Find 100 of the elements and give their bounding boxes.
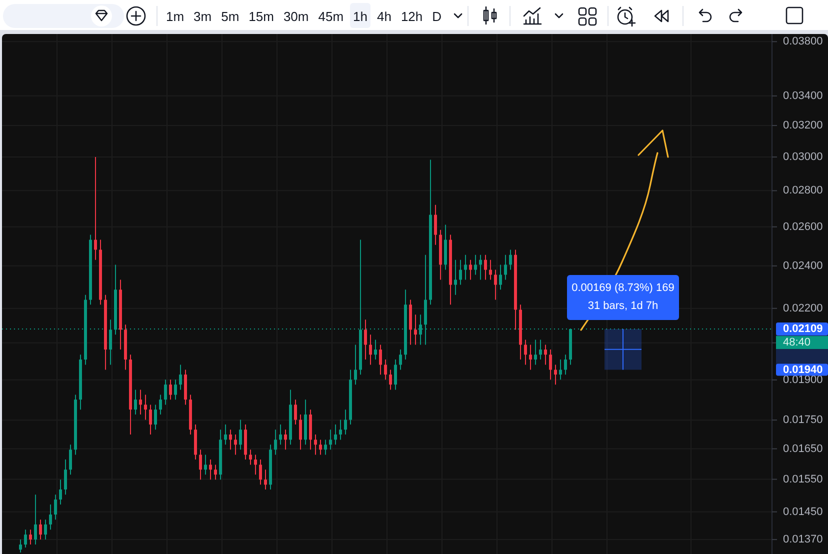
candlestick (474, 254, 477, 276)
text: D (432, 8, 442, 24)
candlestick (459, 259, 462, 286)
candlestick (19, 539, 22, 554)
candlestick (44, 519, 47, 540)
text: 12h (400, 8, 423, 24)
y-tick-label: 0.01900 (783, 374, 823, 386)
candlestick (69, 444, 72, 476)
candlestick (504, 254, 507, 280)
candlestick (354, 344, 357, 386)
candlestick (394, 359, 397, 390)
candlestick (564, 354, 567, 376)
candlestick (544, 344, 547, 366)
candlestick (379, 344, 382, 376)
candlestick (54, 494, 57, 520)
candlestick (134, 389, 137, 416)
candlestick (339, 419, 342, 440)
candlestick (294, 399, 297, 426)
y-tick-label: 0.02600 (783, 220, 823, 233)
candlestick (299, 414, 302, 450)
y-tick-label: 0.02800 (783, 184, 823, 197)
annotation: 31 bars, 1d 7h (588, 300, 658, 312)
text: 15m (248, 8, 274, 24)
y-tick-label: 0.03200 (783, 120, 823, 132)
candlestick (529, 344, 532, 370)
candlestick (494, 269, 497, 300)
candlestick (524, 339, 527, 366)
candlestick (249, 449, 252, 466)
text: 1h (353, 8, 368, 24)
text: 3m (194, 8, 212, 24)
y-tick-label: 0.01370 (783, 534, 823, 546)
candlestick (539, 339, 542, 360)
candlestick (149, 404, 152, 435)
candlestick (254, 454, 257, 476)
candlestick (214, 464, 217, 480)
candlestick (369, 334, 372, 366)
candlestick (344, 409, 347, 435)
y-tick-label: 0.01650 (783, 442, 823, 455)
candlestick (559, 359, 562, 380)
text: 30m (283, 8, 309, 24)
candlestick (279, 424, 282, 446)
candlestick (464, 254, 467, 280)
y-tick-label: 0.01450 (783, 506, 823, 518)
text: 45m (318, 8, 344, 24)
y-tick-label: 0.03400 (783, 90, 823, 102)
candlestick (34, 494, 37, 546)
candlestick (319, 439, 322, 456)
candlestick (179, 364, 182, 390)
candlestick (144, 394, 147, 420)
candlestick (139, 389, 142, 416)
candlestick (264, 469, 267, 490)
text: 48:40 (783, 336, 811, 348)
candlestick (64, 459, 67, 496)
candlestick (364, 319, 367, 360)
candlestick (384, 359, 387, 380)
candlestick (324, 439, 327, 456)
candlestick (209, 459, 212, 480)
candlestick (59, 479, 62, 505)
candlestick (239, 419, 242, 450)
candlestick (199, 449, 202, 480)
candlestick (454, 259, 457, 296)
candlestick (159, 394, 162, 416)
candlestick (484, 254, 487, 280)
band-label: 0.01940 (783, 364, 823, 376)
candlestick (39, 519, 42, 540)
y-tick-label: 0.01550 (783, 473, 823, 486)
text: 4h (377, 8, 392, 24)
candlestick (399, 349, 402, 370)
candlestick (334, 424, 337, 446)
candlestick (489, 259, 492, 280)
candlestick (314, 434, 317, 456)
candlestick (374, 339, 377, 360)
candlestick (234, 434, 237, 456)
candlestick (509, 249, 512, 270)
candlestick (274, 429, 277, 456)
y-tick-label: 0.03800 (783, 36, 823, 48)
candlestick (154, 404, 157, 430)
candlestick (434, 204, 437, 246)
candlestick (164, 379, 167, 406)
candlestick (549, 349, 552, 380)
candlestick (24, 529, 27, 548)
candlestick (229, 429, 232, 450)
candlestick (499, 264, 502, 290)
y-tick-label: 0.02400 (783, 260, 823, 272)
candlestick (204, 454, 207, 476)
candlestick (329, 429, 332, 450)
y-tick-label: 0.02200 (783, 302, 823, 314)
candlestick (174, 379, 177, 400)
text: 5m (221, 8, 240, 24)
text: 1m (166, 8, 184, 24)
y-tick-label: 0.03000 (783, 151, 823, 164)
candlestick (109, 319, 112, 366)
candlestick (49, 504, 52, 530)
candlestick (469, 259, 472, 280)
candlestick (224, 424, 227, 446)
candlestick (414, 314, 417, 346)
candlestick (389, 369, 392, 390)
candlestick (554, 364, 557, 386)
candlestick (479, 254, 482, 280)
candlestick (534, 339, 537, 366)
